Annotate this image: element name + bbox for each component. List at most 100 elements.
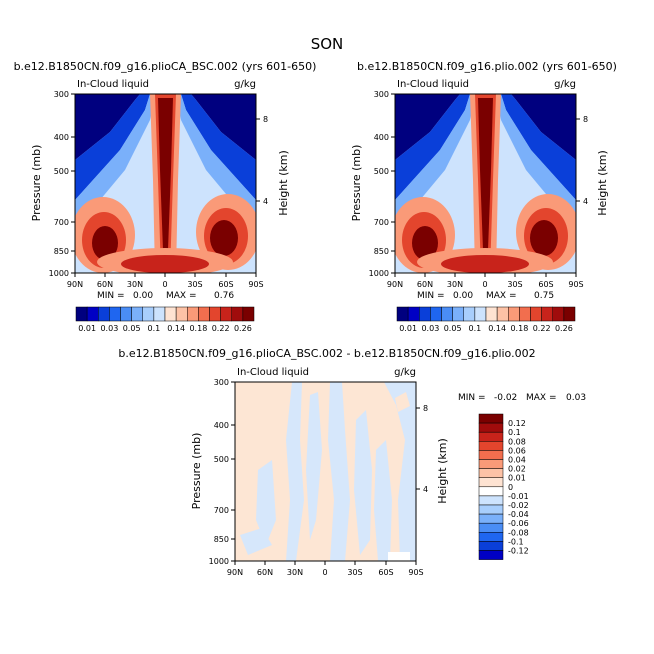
y-tick-label: 400 (374, 133, 389, 142)
field-negative-patch (328, 382, 350, 561)
x-tick-label: 30S (187, 280, 202, 289)
colorbar-label: 0.1 (148, 324, 161, 333)
x-tick-label: 0 (162, 280, 167, 289)
colorbar-label: -0.06 (508, 519, 529, 528)
colorbar-swatch (153, 306, 166, 322)
colorbar-swatch (478, 495, 504, 506)
height-tick-label: 4 (583, 197, 588, 206)
colorbar-swatch (120, 306, 132, 322)
panel-a-x-axis: 90N 60N 30N 0 30S 60S 90S (67, 273, 264, 289)
colorbar-swatch (478, 441, 504, 451)
y-tick-label: 300 (54, 90, 69, 99)
colorbar-label: -0.1 (508, 537, 524, 546)
field-blue-band-north (75, 94, 150, 200)
height-axis-title: Height (km) (596, 150, 609, 216)
colorbar-label: 0.03 (421, 324, 439, 333)
panel-c-contour-field (235, 382, 416, 561)
y-axis-title: Pressure (mb) (30, 145, 43, 222)
colorbar-swatch (541, 306, 553, 322)
colorbar-swatch (209, 306, 221, 322)
x-tick-label: 90S (568, 280, 583, 289)
height-tick-label: 8 (583, 115, 588, 124)
colorbar-swatch (441, 306, 453, 322)
colorbar-swatch (478, 504, 504, 515)
colorbar-swatch (552, 306, 565, 322)
colorbar-swatch (98, 306, 110, 322)
colorbar-swatch (142, 306, 155, 322)
panel-c-variable-label: In-Cloud liquid (237, 367, 309, 378)
colorbar-label: 0.08 (508, 437, 526, 446)
max-label: MAX = (166, 291, 197, 301)
y-tick-label: 400 (214, 421, 229, 430)
field-boundary-layer-core (121, 255, 209, 273)
x-tick-label: 30S (347, 568, 362, 577)
field-negative-patch (286, 382, 304, 561)
field-dry-region-north (395, 94, 460, 160)
min-value: -0.02 (494, 393, 517, 403)
min-value: 0.00 (453, 291, 473, 301)
field-negative-patch (306, 392, 322, 540)
x-tick-label: 90S (248, 280, 263, 289)
colorbar-swatch (478, 486, 504, 497)
field-high-lat-north-core (92, 226, 118, 260)
x-tick-label: 0 (482, 280, 487, 289)
field-high-lat-north-core (412, 226, 438, 260)
field-boundary-layer-core (441, 255, 529, 273)
colorbar-swatch (231, 306, 244, 322)
colorbar-swatch (478, 459, 504, 469)
panel-c-units-label: g/kg (394, 367, 416, 378)
min-label: MIN = (97, 291, 125, 301)
y-tick-label: 400 (54, 133, 69, 142)
panel-b-variable-label: In-Cloud liquid (397, 79, 469, 90)
x-tick-label: 30S (507, 280, 522, 289)
colorbar-swatch (478, 532, 504, 542)
x-tick-label: 60S (378, 568, 393, 577)
colorbar-label: 0.01 (399, 324, 417, 333)
colorbar-label: -0.02 (508, 501, 529, 510)
colorbar-label: 0.01 (78, 324, 96, 333)
panel-c-x-axis: 90N 60N 30N 0 30S 60S 90S (227, 561, 424, 577)
y-tick-label: 1000 (49, 269, 69, 278)
colorbar-swatch (485, 306, 498, 322)
x-tick-label: 90S (408, 568, 423, 577)
y-axis-title: Pressure (mb) (190, 433, 203, 510)
colorbar-label: -0.01 (508, 492, 529, 501)
colorbar-label: 0.06 (508, 446, 526, 455)
height-axis-title: Height (km) (436, 438, 449, 504)
colorbar-label: 0.03 (100, 324, 118, 333)
colorbar-label: 0.04 (508, 456, 526, 465)
colorbar-swatch (419, 306, 431, 322)
panel-a-contour-field (75, 94, 256, 273)
height-tick-label: 8 (423, 404, 428, 413)
colorbar-label: 0.26 (555, 324, 573, 333)
colorbar-swatch (452, 306, 464, 322)
y-tick-label: 850 (54, 247, 69, 256)
y-tick-label: 500 (214, 455, 229, 464)
colorbar-label: 0.05 (123, 324, 141, 333)
panel-b-contour-field (395, 94, 576, 273)
colorbar-swatch (478, 468, 504, 478)
panel-c-min-max: MIN = -0.02 MAX = 0.03 (458, 393, 586, 403)
colorbar-swatch (463, 306, 476, 322)
colorbar-swatch (407, 306, 420, 322)
colorbar-swatch (242, 306, 255, 322)
field-light-blue-north (395, 94, 476, 230)
x-tick-label: 30N (447, 280, 463, 289)
panel-a-min-max: MIN = 0.00 MAX = 0.76 (97, 291, 234, 301)
colorbar-swatch (478, 522, 504, 533)
panel-b-x-axis: 90N 60N 30N 0 30S 60S 90S (387, 273, 584, 289)
x-tick-label: 30N (127, 280, 143, 289)
x-tick-label: 90N (227, 568, 243, 577)
figure-title: SON (311, 35, 344, 53)
colorbar-swatch (220, 306, 232, 322)
min-label: MIN = (417, 291, 445, 301)
colorbar-label: 0.14 (488, 324, 506, 333)
colorbar-swatch (109, 306, 121, 322)
colorbar-swatch (478, 513, 504, 524)
colorbar-swatch (478, 550, 504, 560)
max-value: 0.75 (534, 291, 554, 301)
colorbar-label: 0.18 (189, 324, 207, 333)
field-dry-region-south (191, 94, 256, 160)
y-tick-label: 300 (214, 378, 229, 387)
